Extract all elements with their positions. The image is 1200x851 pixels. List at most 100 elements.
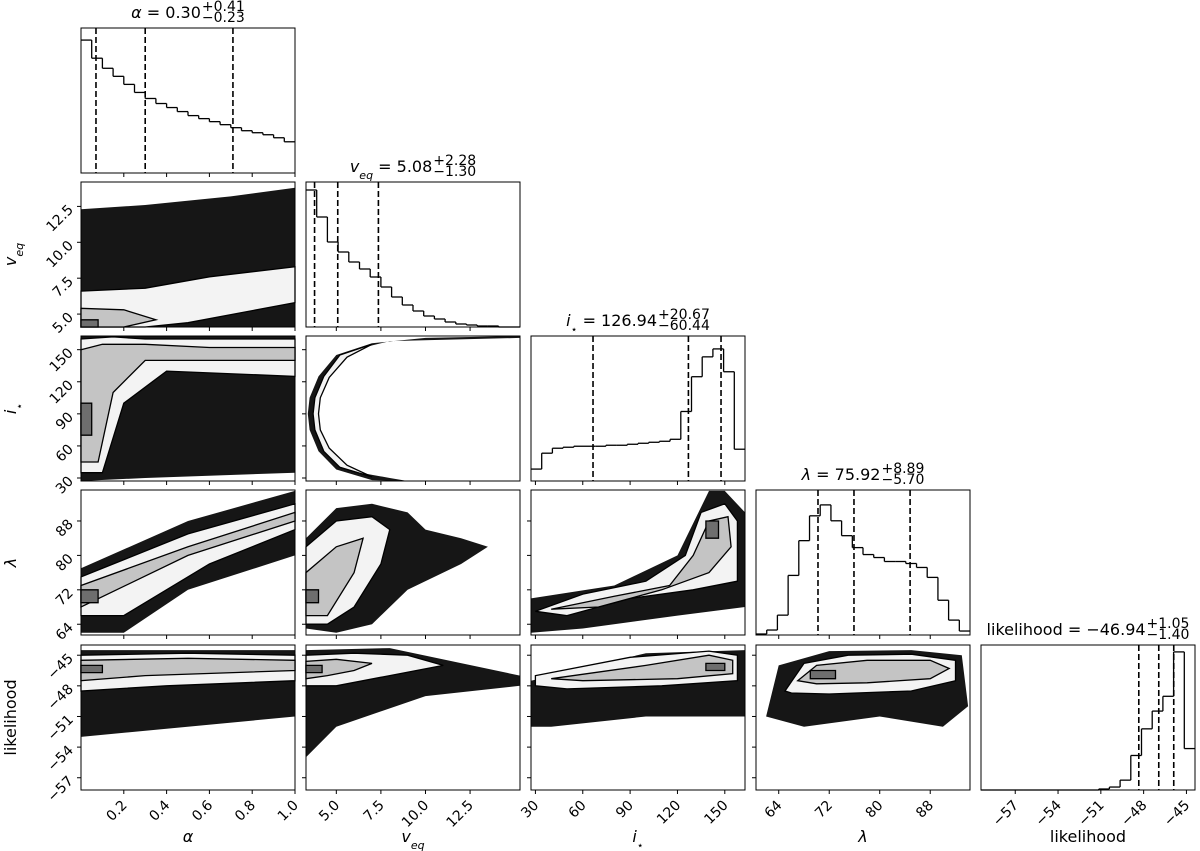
axis-symbol: likelihood <box>1050 827 1126 846</box>
panel-frame <box>81 28 295 173</box>
x-tick-label: 10.0 <box>399 798 432 831</box>
panel-frame <box>756 490 970 635</box>
title-plus: +2.28 <box>433 153 476 169</box>
panel-border <box>530 489 746 636</box>
panel-border <box>80 181 296 328</box>
axis-label: α <box>183 827 194 846</box>
y-tick-label: 7.5 <box>50 274 77 301</box>
title-symbol-sub: eq <box>359 169 373 182</box>
panel-border <box>305 335 521 482</box>
y-tick-label: 12.5 <box>43 202 76 235</box>
y-tick-label: 88 <box>53 516 77 540</box>
panel-title: likelihood = −46.94 <box>987 620 1146 639</box>
contour <box>312 343 373 478</box>
panel-title: λ = 75.92 <box>801 465 881 484</box>
panel-border <box>980 644 1196 791</box>
y-tick-label: 10.0 <box>43 238 76 271</box>
panel-border <box>305 181 521 328</box>
x-tick-label: 64 <box>762 797 786 821</box>
x-tick-label: −51 <box>1075 798 1107 830</box>
contour <box>809 669 837 680</box>
contour <box>80 664 104 674</box>
title-value: = 5.08 <box>378 157 432 176</box>
x-tick-label: 60 <box>566 798 590 822</box>
y-tick-label: −45 <box>45 651 77 683</box>
y-tick-label: −57 <box>45 773 77 805</box>
axis-label: λ <box>857 827 867 846</box>
x-tick-label: −45 <box>1161 798 1193 830</box>
title-value: = 126.94 <box>583 311 657 330</box>
panel-title: i⋆ = 126.94 <box>566 311 657 336</box>
title-symbol: λ <box>801 465 811 484</box>
axis-label: i⋆ <box>1 403 26 414</box>
x-tick-label: −48 <box>1118 798 1150 830</box>
panel-border <box>80 335 296 482</box>
title-value: = 0.30 <box>147 3 201 22</box>
y-tick-label: 90 <box>53 409 77 433</box>
title-symbol: i <box>566 311 571 330</box>
y-tick-label: 120 <box>47 377 77 407</box>
title-minus: −1.40 <box>1147 627 1190 643</box>
x-tick-label: −57 <box>990 798 1022 830</box>
x-tick-label: 0.8 <box>232 798 259 825</box>
y-tick-label: 72 <box>53 585 77 609</box>
axis-label: likelihood <box>1050 827 1126 846</box>
y-tick-label: 64 <box>53 620 77 644</box>
axis-symbol: i <box>632 827 637 846</box>
y-tick-label: −48 <box>45 681 77 713</box>
x-tick-label: 80 <box>863 798 887 822</box>
y-tick-label: −54 <box>45 743 77 775</box>
axis-symbol-sub: eq <box>13 243 26 257</box>
title-minus: −5.70 <box>881 472 924 488</box>
title-minus: −60.44 <box>658 318 710 334</box>
title-plus: +0.41 <box>202 0 245 15</box>
title-plus: +8.89 <box>881 461 924 477</box>
x-tick-label: 90 <box>613 798 637 822</box>
x-tick-label: 0.4 <box>146 797 173 824</box>
panel-border <box>530 644 746 791</box>
contour <box>705 662 726 672</box>
panel-border <box>530 335 746 482</box>
x-tick-label: 88 <box>913 798 937 822</box>
x-tick-label: 0.6 <box>189 797 216 824</box>
axis-symbol-sub: ⋆ <box>637 839 644 851</box>
axis-symbol-sub: eq <box>411 839 425 851</box>
contour <box>305 589 320 604</box>
panel-border <box>755 644 971 791</box>
axis-label: likelihood <box>1 679 20 755</box>
y-tick-label: 80 <box>53 551 77 575</box>
y-tick-label: 150 <box>47 345 77 375</box>
x-tick-label: 72 <box>812 798 836 822</box>
axis-symbol: α <box>183 827 194 846</box>
title-symbol: likelihood <box>987 620 1063 639</box>
panel-frame <box>531 336 745 481</box>
contour <box>305 664 323 674</box>
axis-symbol: v <box>1 256 20 266</box>
title-plus: +1.05 <box>1147 616 1190 632</box>
axis-label: λ <box>1 558 20 568</box>
panel-title: veq = 5.08 <box>350 157 432 182</box>
title-minus: −0.23 <box>202 10 245 26</box>
title-plus: +20.67 <box>658 307 710 323</box>
y-tick-label: −51 <box>45 712 77 744</box>
x-tick-label: 1.0 <box>275 798 302 825</box>
axis-label: i⋆ <box>632 827 643 851</box>
axis-symbol: λ <box>857 827 867 846</box>
y-tick-label: 30 <box>53 474 77 498</box>
title-symbol: α <box>131 3 142 22</box>
axis-symbol-sub: ⋆ <box>13 403 26 410</box>
panel-title: α = 0.30 <box>131 3 201 22</box>
title-minus: −1.30 <box>433 164 476 180</box>
panel-border <box>755 489 971 636</box>
title-value: = 75.92 <box>816 465 880 484</box>
contour <box>80 402 93 436</box>
axis-label: veq <box>401 827 424 851</box>
title-symbol: v <box>350 157 360 176</box>
panel-border <box>80 27 296 174</box>
x-tick-label: 0.2 <box>104 798 131 825</box>
axis-symbol: i <box>1 409 20 414</box>
x-tick-label: 150 <box>701 798 731 828</box>
contour <box>705 520 720 539</box>
axis-symbol: λ <box>1 558 20 568</box>
